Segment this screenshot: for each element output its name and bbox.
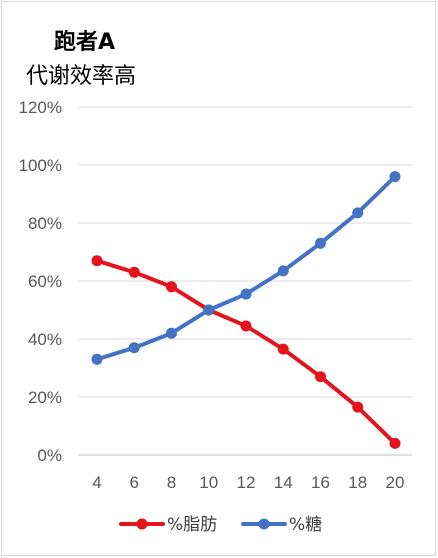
data-point (389, 171, 401, 183)
y-tick-label: 120% (19, 98, 62, 117)
legend-label: %脂肪 (167, 515, 217, 535)
data-point (240, 320, 252, 332)
chart-subtitle: 代谢效率高 (26, 64, 137, 89)
x-tick-label: 18 (348, 473, 367, 492)
y-tick-label: 80% (28, 214, 62, 233)
chart-title: 跑者A (54, 30, 116, 55)
data-point (315, 371, 326, 383)
data-point (240, 288, 252, 300)
x-tick-label: 8 (167, 473, 176, 492)
series-line (95, 258, 397, 446)
legend-label: %糖 (289, 515, 322, 535)
data-point (277, 265, 289, 277)
x-tick-label: 6 (130, 473, 139, 492)
series-line (95, 174, 397, 362)
data-point (166, 327, 177, 339)
y-tick-label: 60% (28, 272, 62, 291)
data-point (91, 255, 103, 267)
data-point (352, 401, 364, 413)
legend-marker (136, 518, 148, 530)
x-tick-label: 16 (311, 473, 330, 492)
x-tick-label: 10 (199, 473, 218, 492)
y-tick-label: 40% (28, 330, 62, 349)
x-tick-label: 20 (386, 473, 405, 492)
y-tick-label: 100% (19, 156, 62, 175)
data-point (389, 437, 401, 449)
y-tick-label: 0% (37, 446, 62, 465)
x-tick-label: 4 (92, 473, 101, 492)
data-point (352, 207, 364, 219)
x-tick-label: 12 (237, 473, 256, 492)
data-point (128, 342, 140, 354)
data-point (166, 281, 177, 293)
data-point (128, 266, 140, 278)
data-point (315, 237, 326, 249)
data-point (277, 343, 289, 355)
x-tick-label: 14 (274, 473, 293, 492)
legend-marker (258, 518, 270, 530)
y-tick-label: 20% (28, 388, 62, 407)
data-point (203, 304, 215, 316)
data-point (91, 353, 103, 365)
